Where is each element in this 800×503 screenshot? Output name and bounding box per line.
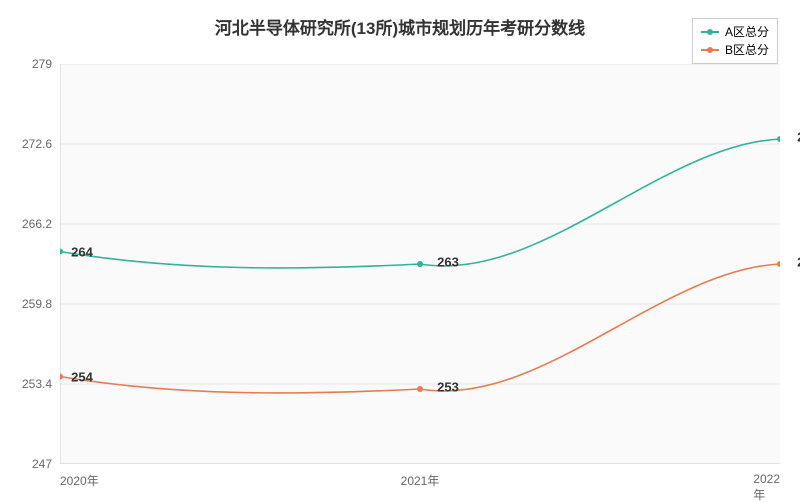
legend: A区总分 B区总分 xyxy=(692,18,778,64)
chart-title: 河北半导体研究所(13所)城市规划历年考研分数线 xyxy=(0,14,800,39)
legend-item: B区总分 xyxy=(701,41,769,59)
data-label: 263 xyxy=(437,255,459,270)
legend-swatch-b xyxy=(701,45,719,55)
y-tick-label: 253.4 xyxy=(22,377,52,391)
data-label: 264 xyxy=(71,244,93,259)
chart-container: 河北半导体研究所(13所)城市规划历年考研分数线 A区总分 B区总分 24725… xyxy=(0,0,800,500)
y-tick-label: 247 xyxy=(32,457,52,471)
data-label: 254 xyxy=(71,369,93,384)
y-tick-label: 279 xyxy=(32,57,52,71)
x-tick-label: 2021年 xyxy=(401,472,440,489)
legend-item: A区总分 xyxy=(701,23,769,41)
legend-label: B区总分 xyxy=(725,41,769,59)
y-tick-label: 272.6 xyxy=(22,137,52,151)
plot-area: 247253.4259.8266.2272.62792020年2021年2022… xyxy=(60,64,780,464)
y-tick-label: 259.8 xyxy=(22,297,52,311)
x-tick-label: 2022年 xyxy=(753,472,780,503)
y-tick-label: 266.2 xyxy=(22,217,52,231)
plot-svg xyxy=(60,64,780,464)
legend-swatch-a xyxy=(701,27,719,37)
x-tick-label: 2020年 xyxy=(60,472,99,489)
data-point xyxy=(417,386,423,392)
data-point xyxy=(417,261,423,267)
data-label: 253 xyxy=(437,380,459,395)
legend-label: A区总分 xyxy=(725,23,769,41)
